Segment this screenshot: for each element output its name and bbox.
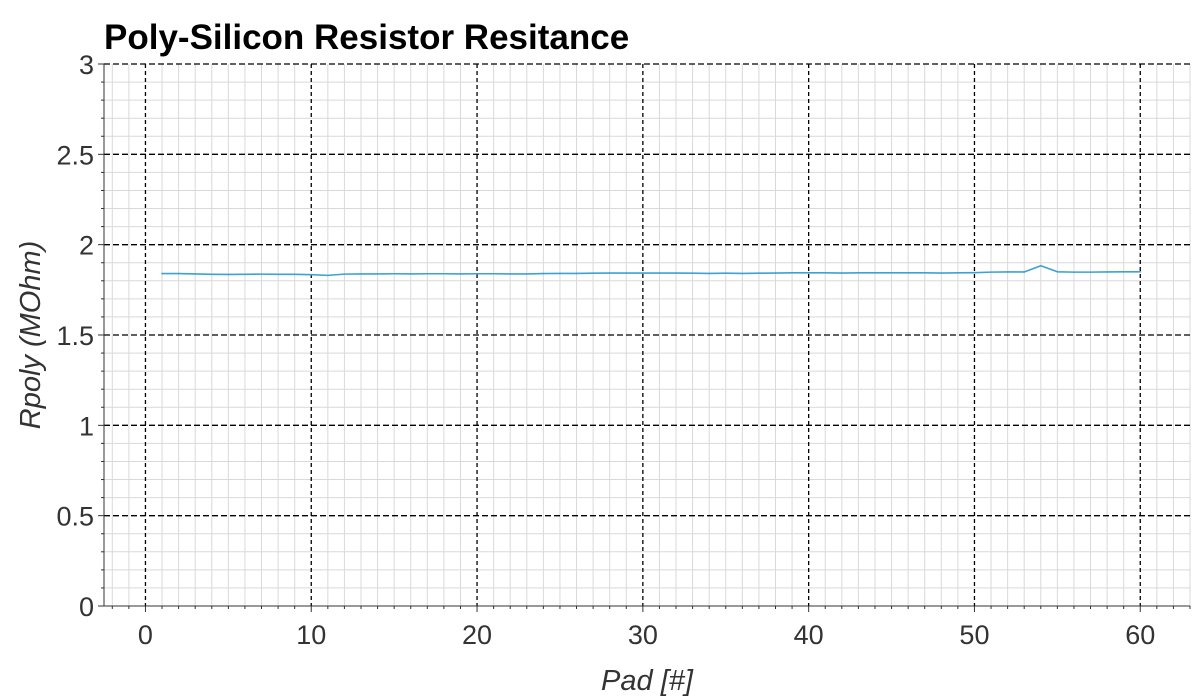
- data-point: [459, 273, 462, 275]
- series-line: [162, 264, 1141, 277]
- data-point: [708, 272, 710, 275]
- data-point: [1073, 271, 1075, 273]
- data-point: [293, 273, 296, 276]
- data-point: [675, 272, 677, 274]
- y-tick-labels: 0 0.5 1 1.5 2 2.5 3: [56, 50, 94, 622]
- data-point: [807, 272, 810, 274]
- data-point: [691, 272, 694, 275]
- data-point: [642, 272, 644, 274]
- data-point: [907, 272, 909, 274]
- x-axis-label: Pad [#]: [601, 665, 694, 697]
- data-point: [923, 272, 926, 274]
- data-point: [509, 273, 512, 275]
- data-point: [426, 272, 429, 275]
- data-point: [1039, 265, 1042, 267]
- data-point: [575, 272, 578, 275]
- data-point: [874, 272, 876, 274]
- x-tick-labels: 0 10 20 30 40 50 60: [138, 620, 1155, 650]
- data-point: [940, 272, 943, 274]
- data-point: [1056, 270, 1059, 273]
- data-point: [824, 272, 827, 274]
- data-point: [360, 273, 362, 275]
- data-point: [990, 271, 992, 273]
- y-tick-label: 2.5: [56, 140, 94, 170]
- x-tick-label: 10: [296, 620, 326, 650]
- data-point: [161, 272, 163, 275]
- data-point: [277, 273, 279, 276]
- x-tick-label: 50: [959, 620, 989, 650]
- series-layer: [161, 264, 1142, 277]
- data-point: [177, 272, 180, 275]
- x-tick-label: 20: [462, 620, 492, 650]
- data-point: [343, 273, 346, 275]
- data-point: [758, 272, 760, 275]
- data-point: [476, 272, 478, 275]
- data-point: [525, 273, 528, 275]
- data-point: [260, 273, 263, 275]
- y-tick-label: 0: [79, 592, 94, 622]
- data-point: [741, 272, 744, 275]
- chart-title: Poly-Silicon Resistor Resitance: [104, 18, 629, 57]
- data-point: [327, 274, 329, 277]
- y-tick-label: 1.5: [56, 321, 94, 351]
- data-point: [244, 273, 246, 276]
- data-point: [592, 272, 594, 275]
- data-point: [227, 273, 230, 276]
- data-point: [724, 272, 727, 275]
- data-point: [492, 272, 495, 275]
- x-tick-label: 30: [628, 620, 658, 650]
- data-point: [393, 272, 395, 275]
- data-point: [973, 271, 976, 274]
- data-point: [841, 272, 843, 274]
- y-axis-label: Rpoly (MOhm): [15, 241, 47, 430]
- data-point: [542, 272, 545, 275]
- data-point: [409, 273, 412, 275]
- data-point: [1106, 271, 1108, 273]
- data-point: [658, 272, 661, 274]
- major-grid: [104, 63, 1190, 606]
- data-point: [625, 272, 628, 274]
- data-point: [1089, 271, 1092, 273]
- data-point: [791, 272, 793, 274]
- data-point: [957, 272, 959, 274]
- y-tick-label: 3: [79, 50, 94, 80]
- data-point: [194, 273, 196, 275]
- data-point: [310, 273, 313, 276]
- data-point: [890, 272, 893, 274]
- data-point: [1122, 270, 1125, 273]
- axes: [98, 63, 1191, 612]
- data-point: [774, 272, 777, 274]
- data-point: [1023, 271, 1025, 273]
- y-tick-label: 1: [79, 411, 94, 441]
- x-tick-label: 40: [794, 620, 824, 650]
- data-point: [608, 272, 611, 274]
- data-point: [1006, 271, 1009, 273]
- y-tick-label: 0.5: [56, 502, 94, 532]
- data-point: [559, 272, 561, 275]
- y-tick-label: 2: [79, 231, 94, 261]
- data-point: [857, 272, 860, 274]
- data-point: [376, 273, 379, 275]
- x-tick-label: 0: [138, 620, 153, 650]
- data-point: [210, 273, 213, 276]
- x-tick-label: 60: [1125, 620, 1155, 650]
- data-point: [1139, 270, 1142, 273]
- data-point: [443, 272, 445, 275]
